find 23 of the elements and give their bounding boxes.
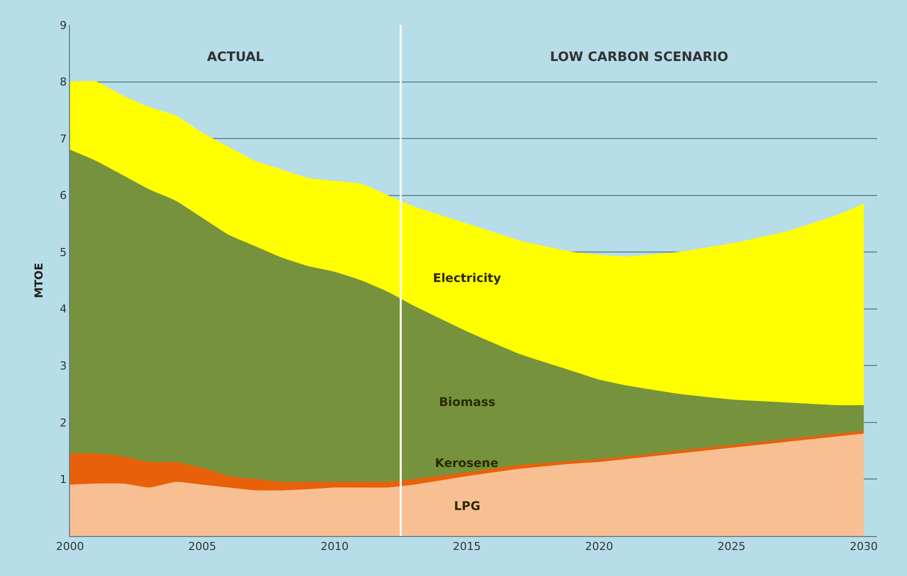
y-tick-label: 4 (60, 302, 67, 316)
y-tick-label: 8 (60, 76, 67, 89)
x-tick-label: 2005 (188, 540, 216, 554)
series-label: Kerosene (435, 456, 498, 470)
x-tick-label: 2010 (320, 540, 349, 554)
y-tick-label: 6 (60, 189, 67, 202)
x-tick-label: 2000 (56, 540, 84, 554)
y-tick-label: 2 (60, 416, 67, 430)
y-tick-label: 1 (60, 473, 67, 486)
x-tick-label: 2020 (585, 540, 614, 554)
x-tick-label: 2015 (452, 540, 481, 554)
annotation: LOW CARBON SCENARIO (550, 50, 728, 65)
x-tick-label: 2025 (717, 540, 746, 554)
x-tick-label: 2030 (850, 540, 878, 554)
y-axis-title: MTOE (32, 262, 46, 298)
series-label: Electricity (433, 271, 502, 285)
y-tick-label: 7 (60, 132, 67, 146)
y-tick-label: 3 (60, 360, 67, 373)
series-label: Biomass (439, 395, 496, 409)
y-tick-label: 5 (60, 246, 67, 259)
y-tick-label: 9 (60, 18, 67, 32)
series-label: LPG (454, 499, 480, 513)
annotation: ACTUAL (207, 50, 264, 65)
